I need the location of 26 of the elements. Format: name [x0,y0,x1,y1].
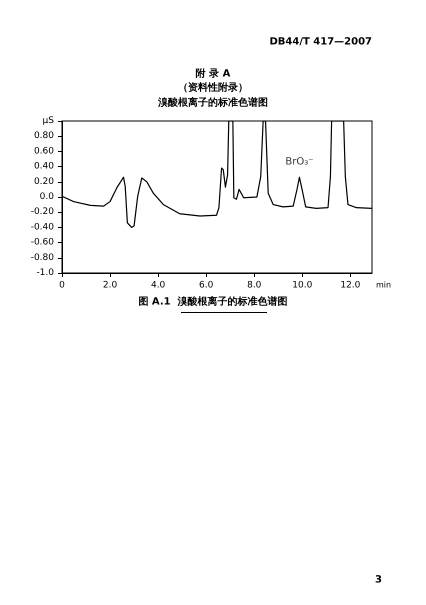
y-tick-label: 0.60 [34,146,54,156]
annotation: BrO₃⁻ [285,156,314,168]
y-tick-label: -0.20 [30,207,54,218]
y-tick-label: -0.60 [30,238,54,248]
y-tick-label: -0.80 [30,252,54,263]
y-tick-label: 0.20 [34,176,54,187]
x-tick-label: 4.0 [150,280,166,290]
x-tick-label: 10.0 [292,280,313,290]
text: 图 A.1 溴酸根离子的标准色谱图 [138,296,288,308]
y-tick-label: -0.40 [30,222,54,232]
x-tick-label: 0 [59,280,66,290]
text: 3 [375,574,382,586]
y-tick-label: μS [42,116,54,126]
chart-title: 附 录 A [196,68,231,80]
chart-subtitle: （资料性附录） [178,82,248,94]
y-tick-label: 0.80 [34,131,54,142]
x-tick-label: 6.0 [199,280,214,290]
y-tick-label: 0.40 [34,162,54,172]
text: DB44/T 417—2007 [270,36,372,48]
y-tick-label: 0.0 [40,192,54,202]
x-tick-label: 12.0 [340,280,361,290]
x-axis-title: min [376,280,392,290]
x-tick-label: 8.0 [247,280,262,290]
x-tick-label: 2.0 [102,280,118,290]
text: 溴酸根离子的标准色谱图 [157,96,268,108]
y-tick-label: -1.0 [36,268,54,278]
